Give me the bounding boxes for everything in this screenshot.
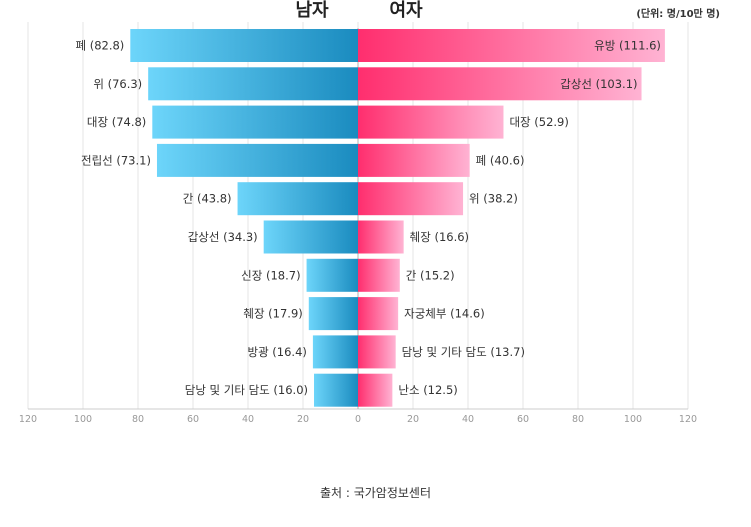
x-tick-label: 40 xyxy=(242,414,254,425)
female-bar xyxy=(358,220,404,254)
female-bar-label: 폐 (40.6) xyxy=(476,153,525,167)
x-tick-label: 20 xyxy=(407,414,419,425)
male-bar-label: 폐 (82.8) xyxy=(75,39,124,53)
x-tick-label: 120 xyxy=(679,414,697,425)
male-bar-label: 대장 (74.8) xyxy=(87,115,146,129)
x-tick-label: 100 xyxy=(624,414,642,425)
unit-label: (단위: 명/10만 명) xyxy=(636,7,720,20)
female-bar xyxy=(358,182,464,216)
male-bar-label: 담낭 및 기타 담도 (16.0) xyxy=(185,383,308,397)
male-bar xyxy=(263,220,358,254)
x-tick-label: 80 xyxy=(132,414,144,425)
male-bar xyxy=(152,105,358,139)
female-bar xyxy=(358,335,396,369)
female-bar-label: 위 (38.2) xyxy=(469,192,518,206)
male-bar-label: 방광 (16.4) xyxy=(247,345,306,359)
x-tick-label: 0 xyxy=(355,414,361,425)
female-bar-label: 갑상선 (103.1) xyxy=(560,77,637,91)
x-tick-label: 40 xyxy=(462,414,474,425)
female-bar-label: 췌장 (16.6) xyxy=(410,230,469,244)
female-bar xyxy=(358,258,400,292)
male-bar xyxy=(156,143,358,177)
x-tick-label: 60 xyxy=(517,414,529,425)
x-tick-label: 20 xyxy=(297,414,309,425)
male-bar xyxy=(306,258,358,292)
male-bar xyxy=(314,373,358,407)
male-bar-label: 갑상선 (34.3) xyxy=(188,230,258,244)
x-tick-label: 120 xyxy=(19,414,37,425)
male-bar xyxy=(308,297,358,331)
male-bar-label: 신장 (18.7) xyxy=(241,268,300,282)
male-bar-label: 전립선 (73.1) xyxy=(81,153,151,167)
x-tick-label: 80 xyxy=(572,414,584,425)
female-bar-label: 자궁체부 (14.6) xyxy=(404,307,485,321)
male-bar xyxy=(148,67,358,101)
male-header: 남자 xyxy=(295,0,329,21)
female-bar-label: 난소 (12.5) xyxy=(398,383,457,397)
female-bar xyxy=(358,373,393,407)
male-bar xyxy=(312,335,358,369)
male-bar xyxy=(237,182,358,216)
x-tick-label: 100 xyxy=(74,414,92,425)
female-header: 여자 xyxy=(389,0,423,21)
male-bar-label: 간 (43.8) xyxy=(183,192,232,206)
female-bar-label: 담낭 및 기타 담도 (13.7) xyxy=(402,345,525,359)
female-bar-label: 대장 (52.9) xyxy=(509,115,568,129)
female-bar xyxy=(358,67,642,101)
female-bar-label: 유방 (111.6) xyxy=(594,39,661,53)
female-bar xyxy=(358,29,665,62)
male-bar-label: 위 (76.3) xyxy=(93,77,142,91)
female-bar xyxy=(358,297,399,331)
female-bar xyxy=(358,105,504,139)
female-bar-label: 간 (15.2) xyxy=(406,268,455,282)
x-tick-label: 60 xyxy=(187,414,199,425)
female-bar xyxy=(358,143,470,177)
male-bar-label: 췌장 (17.9) xyxy=(243,307,302,321)
male-bar xyxy=(130,29,358,62)
source-note: 출처 : 국가암정보센터 xyxy=(319,486,432,500)
